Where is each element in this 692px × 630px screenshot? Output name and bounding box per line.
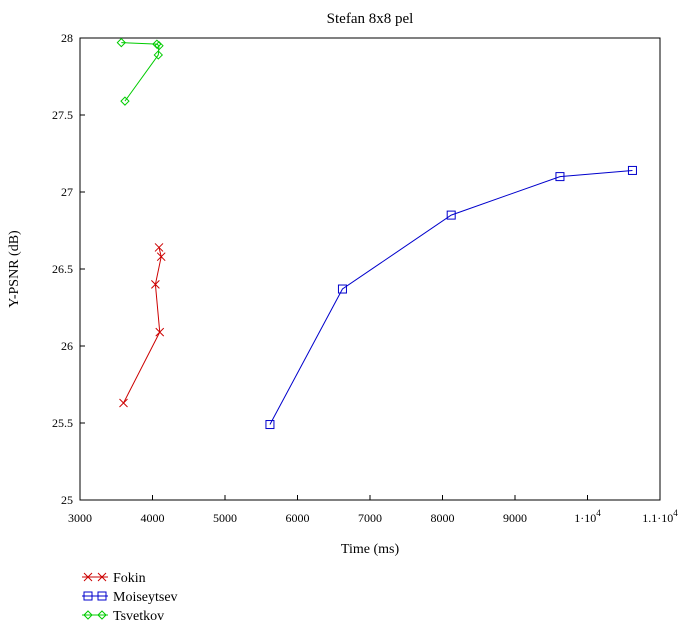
x-tick-label: 6000 [286,511,310,525]
legend: Fokin Moiseytsev Tsvetkov [82,571,178,624]
x-tick-exponent: 4 [673,508,678,518]
x-axis-label: Time (ms) [341,542,400,557]
x-marker-stroke [156,252,166,262]
legend-label-tsvetkov: Tsvetkov [113,609,164,624]
y-tick-label: 27.5 [52,108,73,122]
axis-ticks: 3000 4000 5000 6000 7000 8000 9000 1·104 1.1·104… [52,31,678,525]
data-point-tsvetkov [153,50,164,60]
y-tick-label: 28 [61,31,73,45]
data-point-tsvetkov [152,39,162,49]
legend-marker-moiseytsev [97,591,107,601]
legend-item-fokin: Fokin [82,571,146,586]
chart-title: Stefan 8x8 pel [327,11,414,27]
data-point-moiseytsev [627,165,637,175]
x-marker-stroke [155,327,165,337]
data-point-fokin [151,280,160,289]
data-point-moiseytsev [265,420,275,430]
x-tick-label: 5000 [213,511,237,525]
series-line-fokin [123,247,162,404]
data-point-tsvetkov [120,96,130,106]
data-point-fokin [155,327,165,337]
data-point-fokin [156,252,166,262]
legend-item-moiseytsev: Moiseytsev [82,590,178,605]
plot-frame [79,37,661,501]
series-fokin [119,243,166,408]
y-tick-label: 27 [61,185,73,199]
data-point-moiseytsev [337,284,347,294]
y-tick-label: 26 [61,339,73,353]
x-tick-label: 1.1·104 [642,508,678,525]
data-point-fokin [119,398,128,408]
legend-marker-fokin [83,572,93,582]
y-axis-label: Y-PSNR (dB) [7,230,22,308]
x-marker-stroke [83,572,93,582]
x-tick-label: 9000 [503,511,527,525]
x-tick-label: 8000 [431,511,455,525]
series-moiseytsev [265,165,637,430]
legend-marker-moiseytsev [83,591,93,601]
x-tick-exponent: 4 [596,508,601,518]
data-point-tsvetkov [116,37,127,48]
y-tick-label: 25.5 [52,416,73,430]
x-tick-label: 7000 [358,511,382,525]
y-tick-label: 26.5 [52,262,73,276]
x-marker-stroke [119,398,128,408]
data-point-moiseytsev [555,172,565,182]
series-layer [116,37,637,430]
data-point-fokin [154,243,164,252]
legend-label-moiseytsev: Moiseytsev [113,590,178,605]
legend-marker-tsvetkov [97,610,107,620]
x-tick-label: 4000 [141,511,165,525]
legend-item-tsvetkov: Tsvetkov [82,609,164,624]
x-marker-stroke [97,572,107,582]
series-line-moiseytsev [269,169,633,425]
y-tick-label: 25 [61,493,73,507]
series-tsvetkov [116,37,164,106]
x-tick-label: 1·104 [574,508,601,525]
legend-marker-fokin [97,572,107,582]
data-point-moiseytsev [446,210,456,220]
x-marker-stroke [154,243,164,252]
x-tick-label: 3000 [68,511,92,525]
series-line-tsvetkov [121,42,160,102]
x-marker-stroke [151,280,160,289]
data-point-tsvetkov [154,40,164,51]
legend-marker-tsvetkov [83,610,93,620]
legend-label-fokin: Fokin [113,571,146,586]
